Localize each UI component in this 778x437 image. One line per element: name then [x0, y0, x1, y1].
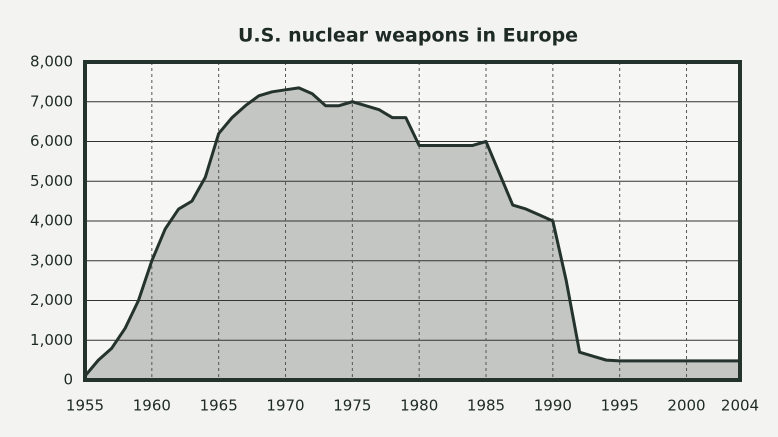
y-tick-label: 3,000 — [30, 251, 73, 269]
x-tick-label: 2000 — [667, 397, 705, 415]
plot-frame — [83, 60, 742, 382]
x-tick-label: 1995 — [601, 397, 639, 415]
x-tick-label: 1960 — [133, 397, 171, 415]
x-tick-label: 1990 — [534, 397, 572, 415]
y-tick-label: 8,000 — [30, 53, 73, 71]
area — [85, 87, 740, 381]
chart-title: U.S. nuclear weapons in Europe — [238, 25, 578, 47]
y-tick-label: 5,000 — [30, 172, 73, 190]
y-tick-label: 1,000 — [30, 331, 73, 349]
y-tick-label: 7,000 — [30, 92, 73, 110]
x-tick-label: 1985 — [467, 397, 505, 415]
x-tick-label: 1975 — [333, 397, 371, 415]
y-tick-label: 0 — [63, 371, 73, 389]
x-tick-label: 1970 — [266, 397, 304, 415]
y-tick-label: 2,000 — [30, 291, 73, 309]
y-tick-label: 6,000 — [30, 132, 73, 150]
x-tick-label: 2004 — [721, 397, 759, 415]
y-tick-label: 4,000 — [30, 212, 73, 230]
x-tick-label: 1980 — [400, 397, 438, 415]
x-tick-label: 1955 — [66, 397, 104, 415]
area-line — [83, 86, 740, 377]
x-tick-label: 1965 — [200, 397, 238, 415]
